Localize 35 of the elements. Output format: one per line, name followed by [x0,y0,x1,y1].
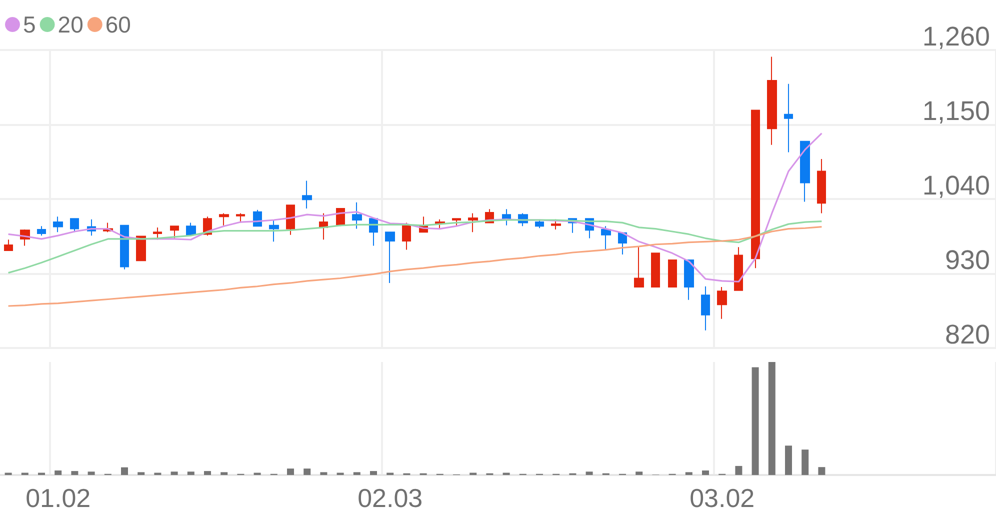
y-tick-label: 820 [944,320,990,350]
bar [220,472,228,475]
bar [752,367,759,475]
y-tick-label: 1,040 [922,170,990,200]
bar [353,472,360,475]
bar [54,470,62,475]
legend-label: 5 [23,12,36,38]
bar [802,450,809,475]
bar [702,470,709,475]
bar [71,471,78,475]
bar [121,467,128,475]
bar [370,471,377,475]
bar [735,466,742,475]
bar [320,472,328,475]
x-tick-label: 01.02 [26,483,91,513]
bar [287,468,294,475]
x-tick-label: 03.02 [690,483,755,513]
bar [586,472,593,475]
x-tick-label: 02.03 [358,483,423,513]
legend-label: 60 [105,12,131,38]
bar [818,467,826,475]
bar [785,446,792,475]
bar [636,472,643,475]
bar [685,472,692,475]
y-tick-label: 1,150 [922,96,990,126]
bar [304,468,311,475]
y-tick-label: 930 [944,245,990,275]
bar [187,472,194,475]
legend-label: 20 [58,12,84,38]
bar [88,472,95,475]
bar [204,471,211,475]
bar [138,472,145,475]
y-tick-label: 1,260 [922,22,990,52]
bar [170,472,178,475]
bar [768,362,776,475]
